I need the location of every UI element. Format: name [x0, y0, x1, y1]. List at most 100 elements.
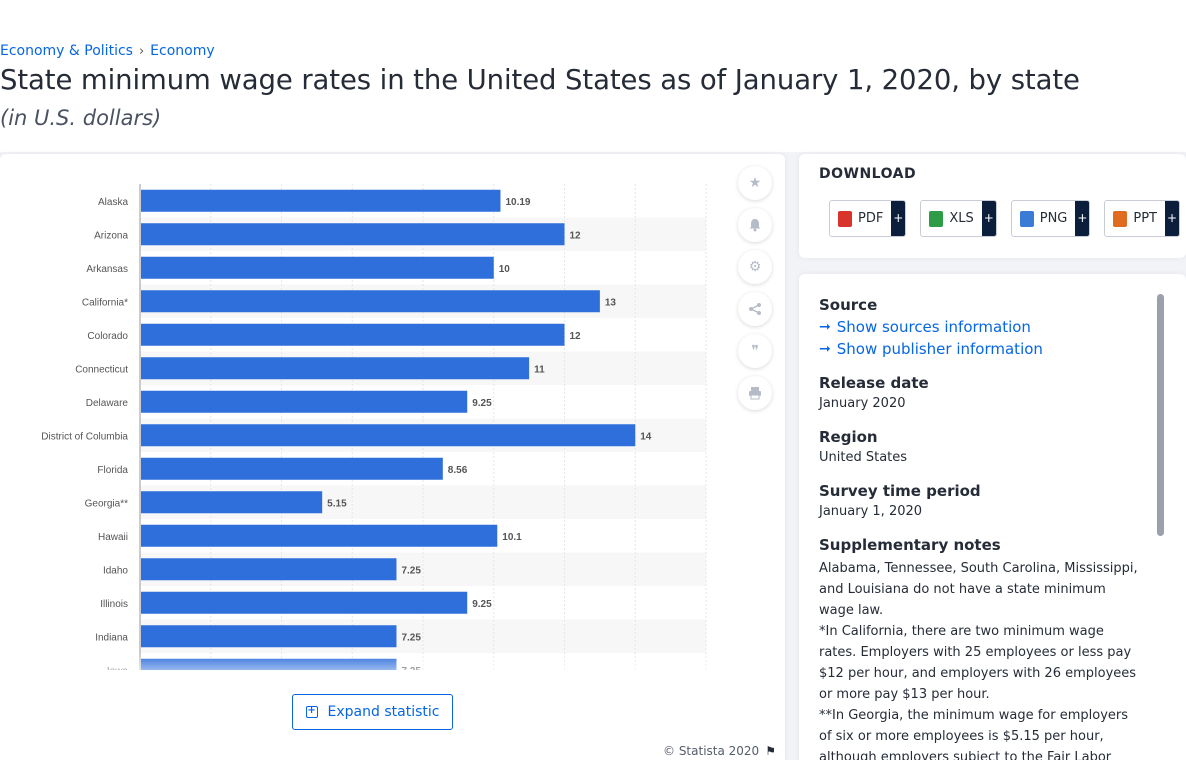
category-label: Illinois — [100, 599, 128, 610]
value-label: 12 — [570, 331, 582, 342]
download-png-label: PNG — [1039, 211, 1068, 226]
bar — [141, 491, 323, 514]
bar — [141, 357, 530, 380]
bar — [141, 323, 565, 346]
show-sources-label: Show sources information — [836, 318, 1031, 336]
source-heading: Source — [819, 296, 878, 314]
chart-card: Alaska 10.19 Arizona 12 Arkansas 10 California… — [0, 154, 785, 760]
value-label: 9.25 — [472, 398, 492, 409]
bar — [141, 189, 501, 212]
download-png-button[interactable]: PNG + — [1010, 200, 1091, 237]
chart-tools: ★ ⚙ ❞ — [738, 166, 772, 418]
category-label: Arkansas — [86, 264, 128, 275]
notification-bell-icon[interactable] — [738, 208, 772, 242]
region-heading: Region — [819, 428, 878, 446]
value-label: 7.25 — [401, 632, 421, 643]
download-ppt-plus[interactable]: + — [1165, 201, 1179, 236]
category-label: District of Columbia — [41, 431, 128, 442]
ppt-icon — [1113, 210, 1128, 227]
bar — [141, 457, 443, 480]
supplementary-note-3: **In Georgia, the minimum wage for emplo… — [819, 708, 1129, 760]
breadcrumb-economy-politics[interactable]: Economy & Politics — [0, 43, 133, 59]
download-ppt-button[interactable]: PPT + — [1104, 200, 1180, 237]
bar — [141, 524, 498, 547]
show-sources-link[interactable]: ➞ Show sources information — [819, 318, 1139, 336]
category-label: Arizona — [94, 230, 128, 241]
expand-statistic-button[interactable]: + Expand statistic — [292, 694, 453, 730]
survey-period-value: January 1, 2020 — [819, 504, 923, 519]
download-title: DOWNLOAD — [819, 166, 917, 182]
png-icon — [1019, 210, 1034, 227]
region-value: United States — [819, 450, 908, 465]
release-date-value: January 2020 — [819, 396, 906, 411]
supplementary-note-1: Alabama, Tennessee, South Carolina, Miss… — [819, 561, 1138, 618]
download-xls-button[interactable]: XLS + — [920, 200, 997, 237]
category-label: Hawaii — [98, 532, 128, 543]
value-label: 7.25 — [401, 565, 421, 576]
expand-statistic-label: Expand statistic — [327, 704, 440, 720]
value-label: 14 — [640, 431, 652, 442]
print-icon[interactable] — [738, 376, 772, 410]
download-buttons: PDF + XLS + PNG + PPT + — [829, 200, 1180, 237]
bar-chart: Alaska 10.19 Arizona 12 Arkansas 10 California… — [41, 184, 707, 674]
xls-icon — [929, 210, 944, 227]
bar — [141, 223, 565, 246]
copyright-text: © Statista 2020 — [663, 744, 760, 758]
info-panel: Source ➞ Show sources information ➞ Show… — [799, 274, 1186, 760]
bar — [141, 424, 636, 447]
survey-period-heading: Survey time period — [819, 482, 981, 500]
share-icon[interactable] — [738, 292, 772, 326]
copyright-footer: © Statista 2020 ⚑ — [663, 744, 776, 758]
citation-quote-icon[interactable]: ❞ — [738, 334, 772, 368]
value-label: 13 — [605, 297, 617, 308]
category-label: Connecticut — [75, 364, 128, 375]
category-label: Florida — [97, 465, 128, 476]
bar — [141, 625, 397, 648]
category-label: Indiana — [95, 632, 128, 643]
arrow-right-icon: ➞ — [819, 341, 831, 357]
pdf-icon — [838, 210, 852, 227]
header-area — [0, 0, 1186, 152]
category-label: Colorado — [87, 331, 128, 342]
bar — [141, 558, 397, 581]
show-publisher-link[interactable]: ➞ Show publisher information — [819, 340, 1139, 358]
supplementary-note-2: *In California, there are two minimum wa… — [819, 624, 1137, 702]
download-panel: DOWNLOAD PDF + XLS + PNG + PPT + — [799, 154, 1186, 258]
value-label: 11 — [534, 364, 545, 375]
category-label: California* — [82, 297, 128, 308]
page-subtitle: (in U.S. dollars) — [0, 106, 162, 130]
category-label: Alaska — [98, 197, 128, 208]
value-label: 10.19 — [505, 197, 530, 208]
settings-gear-icon[interactable]: ⚙ — [738, 250, 772, 284]
report-flag-icon[interactable]: ⚑ — [765, 744, 776, 758]
value-label: 8.56 — [448, 465, 468, 476]
bar — [141, 290, 600, 313]
bar — [141, 390, 468, 413]
show-publisher-label: Show publisher information — [836, 340, 1043, 358]
info-scrollbar[interactable] — [1157, 294, 1164, 536]
value-label: 10 — [499, 264, 511, 275]
expand-plus-icon: + — [305, 705, 318, 718]
download-xls-label: XLS — [949, 211, 974, 226]
value-label: 5.15 — [327, 498, 347, 509]
value-label: 9.25 — [472, 599, 492, 610]
category-label: Idaho — [103, 565, 128, 576]
value-label: 12 — [570, 230, 582, 241]
breadcrumb-economy[interactable]: Economy — [150, 43, 215, 59]
download-pdf-plus[interactable]: + — [891, 201, 906, 236]
download-pdf-button[interactable]: PDF + — [829, 200, 907, 237]
release-date-heading: Release date — [819, 374, 929, 392]
favorite-star-icon[interactable]: ★ — [738, 166, 772, 200]
page-title: State minimum wage rates in the United S… — [0, 64, 1080, 96]
category-label: Georgia** — [85, 498, 128, 509]
download-xls-plus[interactable]: + — [981, 201, 996, 236]
bar — [141, 256, 494, 279]
category-label: Delaware — [86, 398, 129, 409]
download-pdf-label: PDF — [858, 211, 884, 226]
supplementary-notes-heading: Supplementary notes — [819, 536, 1001, 554]
arrow-right-icon: ➞ — [819, 319, 831, 335]
download-ppt-label: PPT — [1133, 211, 1157, 226]
download-png-plus[interactable]: + — [1075, 201, 1090, 236]
bar — [141, 591, 468, 614]
breadcrumb-separator: › — [138, 43, 145, 59]
